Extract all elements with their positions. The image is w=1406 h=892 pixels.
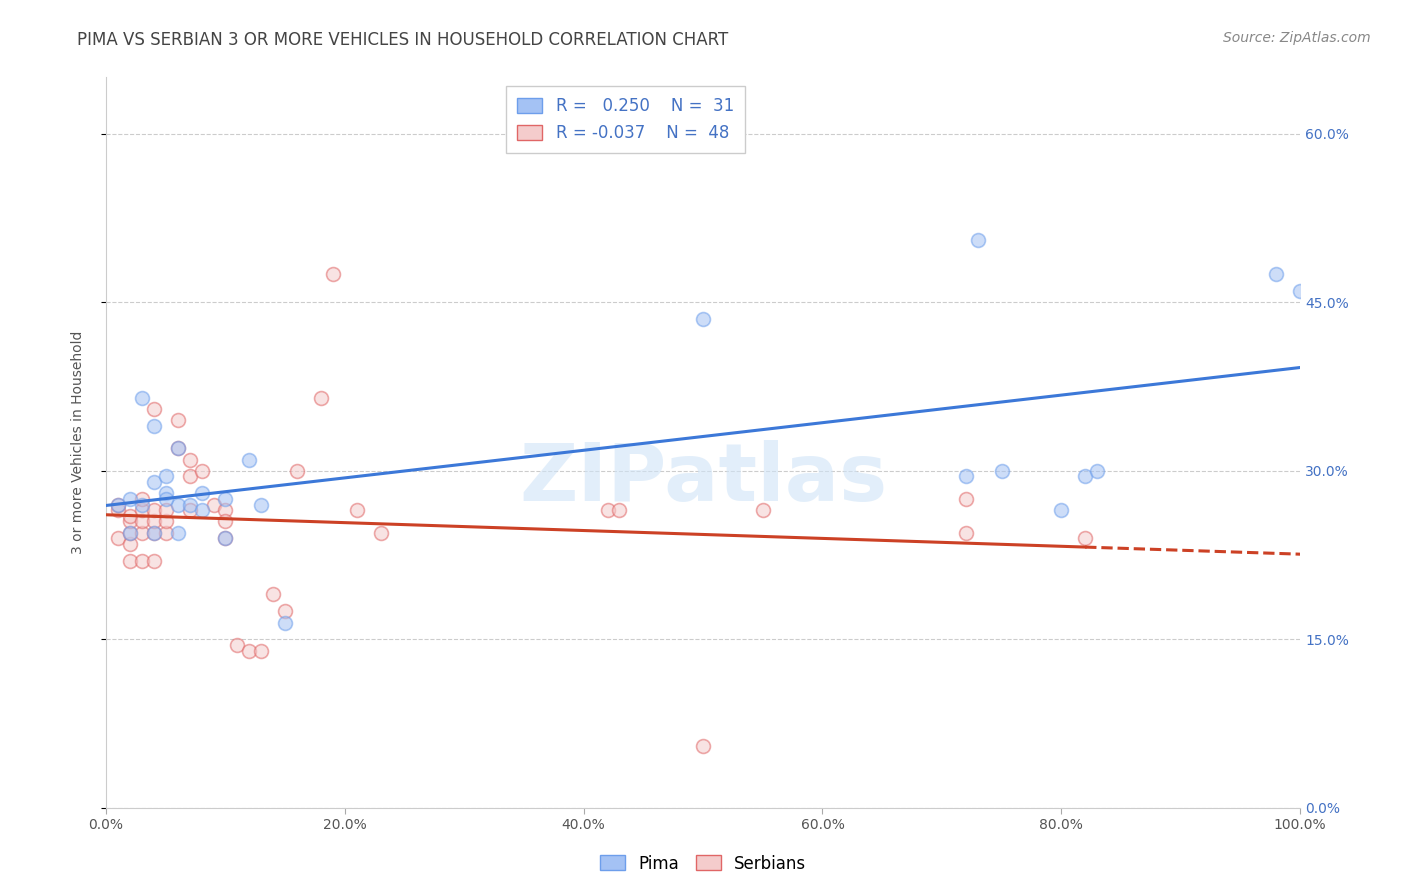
Point	[285, 464, 308, 478]
Point	[107, 531, 129, 545]
Point	[142, 503, 165, 517]
Point	[692, 312, 714, 326]
Point	[179, 452, 201, 467]
Point	[131, 391, 153, 405]
Point	[166, 413, 188, 427]
Point	[166, 442, 188, 456]
Point	[142, 525, 165, 540]
Point	[166, 498, 188, 512]
Point	[118, 491, 141, 506]
Point	[1074, 531, 1097, 545]
Point	[190, 464, 212, 478]
Point	[131, 554, 153, 568]
Point	[274, 604, 297, 618]
Point	[155, 515, 177, 529]
Point	[752, 503, 775, 517]
Point	[142, 554, 165, 568]
Point	[346, 503, 368, 517]
Point	[107, 498, 129, 512]
Point	[166, 525, 188, 540]
Text: ZIPatlas: ZIPatlas	[519, 441, 887, 518]
Point	[955, 491, 977, 506]
Point	[179, 469, 201, 483]
Point	[107, 498, 129, 512]
Point	[990, 464, 1012, 478]
Point	[1085, 464, 1108, 478]
Point	[262, 587, 284, 601]
Point	[966, 234, 988, 248]
Point	[214, 531, 236, 545]
Point	[955, 525, 977, 540]
Point	[274, 615, 297, 630]
Point	[322, 267, 344, 281]
Point	[118, 537, 141, 551]
Point	[118, 525, 141, 540]
Point	[202, 498, 225, 512]
Point	[955, 469, 977, 483]
Text: PIMA VS SERBIAN 3 OR MORE VEHICLES IN HOUSEHOLD CORRELATION CHART: PIMA VS SERBIAN 3 OR MORE VEHICLES IN HO…	[77, 31, 728, 49]
Point	[131, 525, 153, 540]
Point	[1265, 267, 1288, 281]
Point	[131, 503, 153, 517]
Point	[155, 469, 177, 483]
Y-axis label: 3 or more Vehicles in Household: 3 or more Vehicles in Household	[72, 331, 86, 555]
Point	[142, 402, 165, 417]
Point	[250, 498, 273, 512]
Point	[118, 515, 141, 529]
Point	[118, 554, 141, 568]
Point	[179, 498, 201, 512]
Point	[155, 491, 177, 506]
Point	[214, 515, 236, 529]
Point	[131, 491, 153, 506]
Point	[118, 525, 141, 540]
Point	[1289, 284, 1312, 298]
Text: Source: ZipAtlas.com: Source: ZipAtlas.com	[1223, 31, 1371, 45]
Point	[309, 391, 332, 405]
Point	[238, 643, 260, 657]
Point	[155, 486, 177, 500]
Point	[155, 503, 177, 517]
Point	[142, 515, 165, 529]
Legend: Pima, Serbians: Pima, Serbians	[593, 848, 813, 880]
Point	[179, 503, 201, 517]
Point	[214, 491, 236, 506]
Point	[596, 503, 619, 517]
Point	[155, 525, 177, 540]
Legend: R =   0.250    N =  31, R = -0.037    N =  48: R = 0.250 N = 31, R = -0.037 N = 48	[506, 86, 745, 153]
Point	[214, 503, 236, 517]
Point	[214, 531, 236, 545]
Point	[142, 475, 165, 489]
Point	[190, 503, 212, 517]
Point	[692, 739, 714, 754]
Point	[238, 452, 260, 467]
Point	[250, 643, 273, 657]
Point	[190, 486, 212, 500]
Point	[609, 503, 631, 517]
Point	[142, 525, 165, 540]
Point	[1074, 469, 1097, 483]
Point	[1050, 503, 1073, 517]
Point	[118, 508, 141, 523]
Point	[370, 525, 392, 540]
Point	[131, 498, 153, 512]
Point	[226, 638, 249, 652]
Point	[142, 418, 165, 433]
Point	[166, 442, 188, 456]
Point	[131, 515, 153, 529]
Point	[107, 503, 129, 517]
